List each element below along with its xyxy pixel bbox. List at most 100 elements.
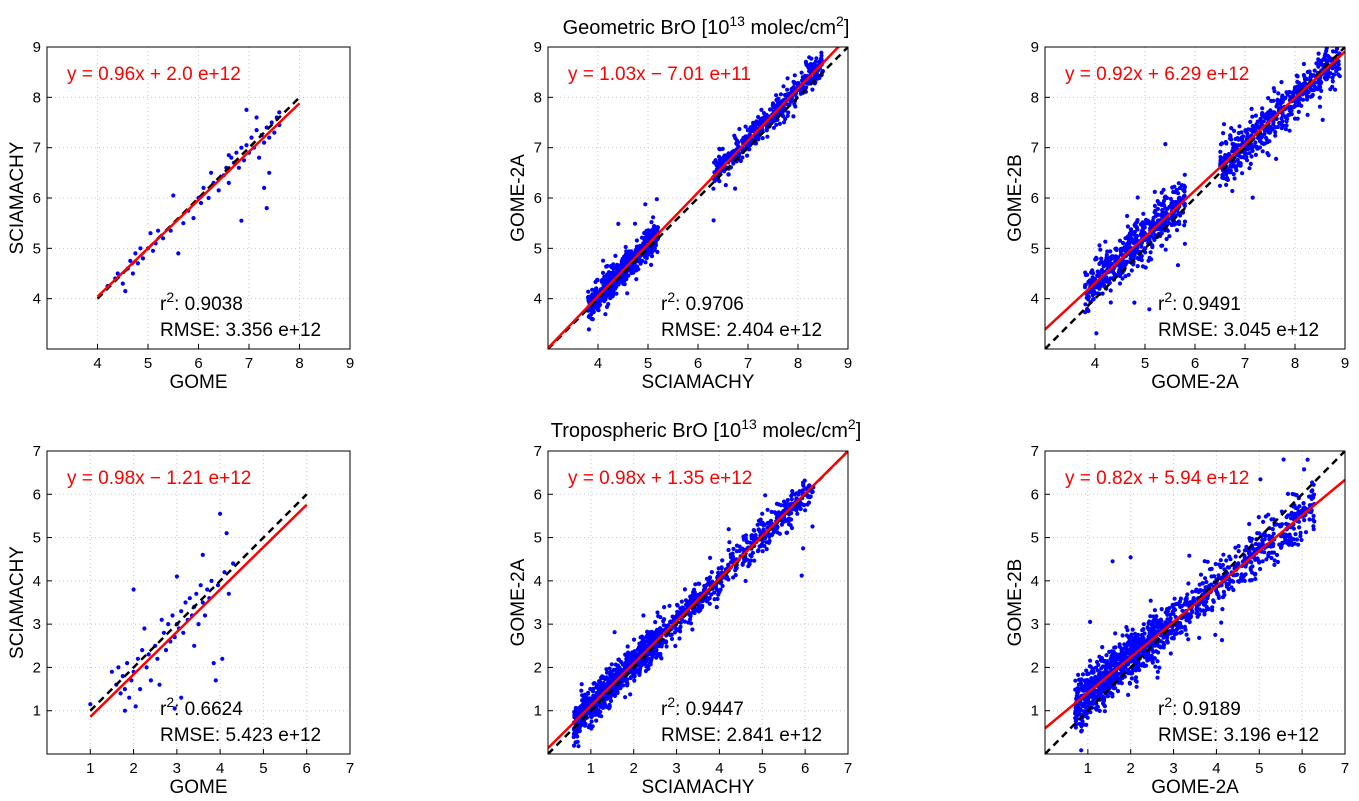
- data-point: [781, 120, 787, 125]
- data-point: [1322, 56, 1327, 61]
- data-point: [1209, 582, 1214, 587]
- data-point: [682, 619, 688, 624]
- data-point: [1132, 300, 1137, 305]
- data-point: [1190, 609, 1195, 614]
- data-point: [1129, 268, 1134, 273]
- data-point: [1225, 168, 1230, 173]
- data-point: [1224, 182, 1229, 187]
- data-point: [1333, 87, 1338, 92]
- data-point: [1110, 559, 1115, 564]
- data-point: [1276, 91, 1281, 96]
- data-point: [269, 120, 274, 125]
- data-point: [264, 206, 269, 211]
- data-point: [770, 103, 775, 108]
- data-point: [1273, 133, 1278, 138]
- data-point: [675, 603, 680, 608]
- data-point: [756, 548, 761, 553]
- data-point: [1299, 83, 1304, 88]
- data-point: [1108, 276, 1113, 281]
- data-point: [161, 236, 166, 241]
- x-tick-label: 7: [844, 760, 852, 777]
- data-point: [717, 161, 722, 166]
- data-point: [1331, 47, 1334, 48]
- data-point: [1146, 634, 1151, 639]
- data-point: [1301, 501, 1306, 506]
- data-point: [573, 708, 578, 713]
- data-point: [1140, 628, 1145, 633]
- data-point: [1097, 708, 1102, 714]
- data-point: [1184, 632, 1189, 637]
- data-point: [669, 636, 675, 642]
- data-point: [767, 538, 772, 544]
- data-point: [1118, 252, 1123, 257]
- data-point: [707, 601, 712, 606]
- data-point: [756, 114, 761, 120]
- data-point: [1153, 664, 1158, 669]
- data-point: [629, 250, 634, 255]
- data-point: [1085, 272, 1090, 277]
- data-point: [1232, 176, 1237, 181]
- data-point: [688, 617, 693, 622]
- y-tick-label: 4: [534, 573, 542, 590]
- data-point: [688, 611, 694, 616]
- data-point: [1160, 211, 1165, 216]
- data-point: [1188, 600, 1193, 605]
- data-point: [1262, 537, 1267, 542]
- data-point: [1236, 549, 1241, 554]
- data-point: [249, 135, 254, 140]
- data-point: [759, 521, 764, 527]
- data-point: [611, 286, 616, 291]
- data-point: [1233, 545, 1238, 550]
- data-point: [640, 258, 645, 263]
- data-point: [734, 565, 739, 571]
- data-point: [1270, 527, 1275, 532]
- data-point: [720, 558, 725, 563]
- data-point: [678, 606, 683, 611]
- data-point: [218, 511, 223, 516]
- data-point: [1243, 128, 1248, 133]
- data-point: [120, 281, 125, 286]
- data-point: [641, 640, 646, 646]
- data-point: [1108, 300, 1113, 305]
- data-point: [659, 642, 665, 647]
- data-point: [1204, 579, 1209, 585]
- data-point: [653, 225, 659, 230]
- data-point: [741, 536, 746, 541]
- data-point: [1280, 112, 1285, 118]
- data-point: [1205, 559, 1210, 564]
- data-point: [1105, 260, 1110, 266]
- data-point: [128, 258, 133, 263]
- data-point: [1115, 689, 1121, 694]
- data-point: [262, 185, 267, 190]
- data-point: [1127, 235, 1132, 240]
- data-point: [1173, 190, 1178, 195]
- data-point: [727, 540, 732, 545]
- rmse: RMSE: 3.045 e+12: [1158, 320, 1319, 341]
- plot-area: [88, 493, 308, 718]
- data-point: [649, 220, 654, 225]
- data-point: [803, 59, 809, 64]
- data-point: [734, 141, 739, 146]
- data-point: [1221, 131, 1226, 136]
- data-point: [1235, 157, 1240, 163]
- data-point: [639, 235, 645, 240]
- data-point: [1128, 227, 1133, 232]
- data-point: [1271, 110, 1276, 115]
- data-point: [792, 102, 797, 107]
- data-point: [760, 511, 765, 516]
- data-point: [206, 195, 211, 201]
- y-tick-label: 7: [1031, 140, 1039, 157]
- data-point: [1226, 565, 1232, 570]
- data-point: [1168, 651, 1173, 656]
- data-point: [575, 726, 580, 731]
- data-point: [1248, 119, 1253, 124]
- data-point: [623, 244, 628, 250]
- data-point: [123, 289, 128, 294]
- data-point: [198, 200, 204, 206]
- data-point: [632, 678, 637, 683]
- data-point: [612, 630, 617, 635]
- data-point: [239, 218, 244, 223]
- data-point: [1174, 221, 1179, 226]
- data-point: [1316, 51, 1321, 56]
- data-point: [778, 92, 784, 97]
